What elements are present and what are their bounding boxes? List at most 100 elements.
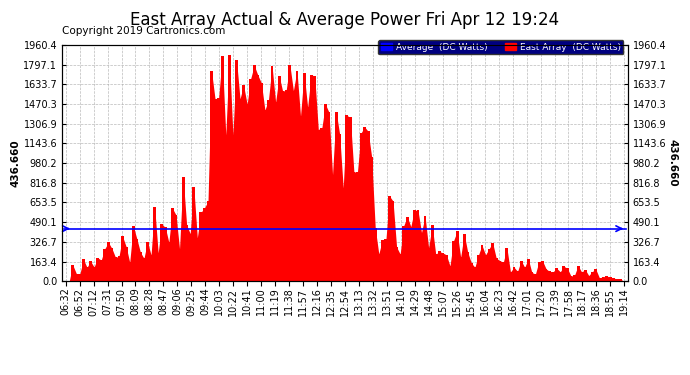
Bar [278,76,281,281]
Text: Copyright 2019 Cartronics.com: Copyright 2019 Cartronics.com [62,26,226,36]
Y-axis label: 436.660: 436.660 [668,140,678,187]
Bar [199,212,202,281]
Bar [295,70,298,281]
Bar [257,75,259,281]
Bar [377,254,380,281]
Bar [473,267,476,281]
Bar [313,76,316,281]
Bar [239,99,241,281]
Bar [150,255,152,281]
Bar [506,248,509,281]
Bar [97,258,99,281]
Bar [520,261,522,281]
Bar [282,92,284,281]
Bar [270,66,273,281]
Bar [548,272,551,281]
Bar [427,248,430,281]
Bar [431,225,433,281]
Bar [104,249,106,281]
Bar [107,242,110,281]
Bar [602,277,604,281]
Bar [538,262,540,281]
Bar [612,278,615,281]
Bar [210,71,213,281]
Bar [303,73,306,281]
Bar [484,255,487,281]
Bar [89,261,92,281]
Bar [371,157,373,281]
Bar [328,112,331,281]
Bar [189,234,192,281]
Bar [121,237,124,281]
Bar [409,226,412,281]
Bar [569,276,573,281]
Bar [132,226,135,281]
Bar [331,175,334,281]
Bar [442,253,444,281]
Bar [555,268,558,281]
Bar [466,252,469,281]
Bar [534,274,537,281]
Bar [79,274,81,281]
Bar [523,267,526,281]
Bar [153,207,156,281]
Bar [480,245,484,281]
Bar [620,279,622,281]
Bar [338,134,341,281]
Bar [110,249,113,281]
Bar [264,110,266,281]
Bar [317,129,319,281]
Bar [160,224,163,281]
Bar [513,267,515,281]
Bar [224,135,227,281]
Bar [125,247,128,281]
Bar [460,257,462,281]
Bar [381,240,384,281]
Bar [587,276,590,281]
Bar [203,208,206,281]
Bar [584,270,586,281]
Bar [117,256,121,281]
Bar [185,225,188,281]
Bar [424,216,426,281]
Bar [356,172,359,281]
Bar [168,242,170,281]
Bar [217,98,220,281]
Bar [349,117,352,281]
Bar [228,55,230,281]
Bar [114,257,117,281]
Bar [196,238,199,281]
Bar [595,269,598,281]
Bar [285,90,288,281]
Bar [552,272,555,281]
Bar [82,260,85,281]
Bar [455,231,459,281]
Bar [214,99,217,281]
Bar [324,104,327,281]
Bar [175,215,177,281]
Bar [605,276,608,281]
Bar [495,258,497,281]
Bar [402,226,405,281]
Bar [413,210,416,281]
Bar [544,269,547,281]
Text: East Array Actual & Average Power Fri Apr 12 19:24: East Array Actual & Average Power Fri Ap… [130,11,560,29]
Bar [164,227,167,281]
Bar [516,272,519,281]
Bar [566,268,569,281]
Bar [477,255,480,281]
Bar [143,258,146,281]
Bar [577,266,580,281]
Bar [193,187,195,281]
Bar [615,279,619,281]
Bar [353,172,355,281]
Bar [452,241,455,281]
Bar [221,57,224,281]
Bar [157,253,159,281]
Bar [71,265,75,281]
Bar [541,261,544,281]
Bar [491,243,494,281]
Bar [335,111,337,281]
Bar [342,188,344,281]
Bar [359,133,362,281]
